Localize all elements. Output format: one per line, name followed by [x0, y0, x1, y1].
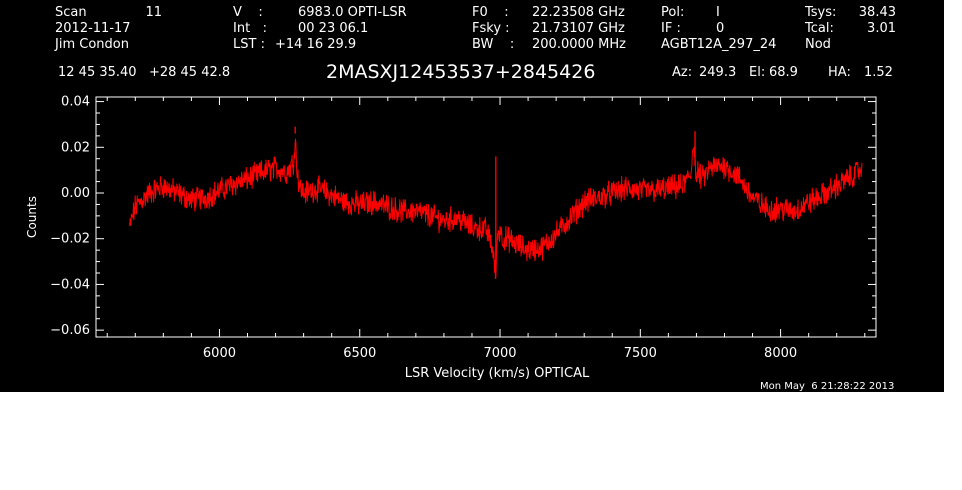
bw-value: 200.0000 MHz [532, 37, 626, 52]
x-axis-label: LSR Velocity (km/s) OPTICAL [405, 366, 590, 381]
y-tick-label: 0.04 [61, 95, 90, 110]
int-label: Int : [233, 21, 267, 36]
x-tick-label: 7000 [483, 346, 516, 361]
f0-value: 22.23508 GHz [532, 5, 625, 20]
spectrum-line [129, 138, 863, 279]
x-tick-label: 7500 [624, 346, 657, 361]
if-value: 0 [716, 21, 725, 36]
pol-value: I [716, 5, 720, 20]
ha-label: HA: [828, 65, 851, 80]
ha-value: 1.52 [864, 65, 893, 80]
scan-label: Scan [55, 5, 87, 20]
x-tick-label: 6500 [343, 346, 376, 361]
velocity-label: V : [233, 5, 263, 20]
y-tick-label: −0.04 [50, 277, 90, 292]
tsys-value: 38.43 [858, 5, 896, 20]
ra-dec: 12 45 35.40 +28 45 42.8 [58, 65, 231, 80]
plot-frame [95, 96, 877, 338]
lst-value: +14 16 29.9 [275, 37, 357, 52]
tsys-label: Tsys: [805, 5, 837, 20]
velocity-value: 6983.0 OPTI-LSR [298, 5, 407, 20]
project-id: AGBT12A_297_24 [661, 37, 777, 52]
spectrum-chart: 6000 6500 7000 7500 8000 0.04 0.02 0.00 −0.02 −0.… [25, 95, 877, 381]
y-tick-label: 0.00 [61, 186, 90, 201]
az-value: 249.3 [699, 65, 737, 80]
x-tick-label: 8000 [764, 346, 797, 361]
tcal-value: 3.01 [867, 21, 896, 36]
y-tick-label: −0.02 [50, 232, 90, 247]
x-tick-label: 6000 [203, 346, 236, 361]
fsky-label: Fsky : [472, 21, 510, 36]
int-value: 00 23 06.1 [298, 21, 369, 36]
axes-layer: 6000 6500 7000 7500 8000 0.04 0.02 0.00 −0.02 −0.… [50, 95, 876, 361]
az-label: Az: [672, 65, 693, 80]
tcal-label: Tcal: [805, 21, 834, 36]
obs-date: 2012-11-17 [55, 21, 131, 36]
f0-label: F0 : [472, 5, 509, 20]
source-name: 2MASXJ12453537+2845426 [326, 61, 596, 83]
y-tick-label: −0.06 [50, 323, 90, 338]
el-label: El: [749, 65, 766, 80]
timestamp: Mon May 6 21:28:22 2013 [760, 381, 895, 392]
pol-label: Pol: [661, 5, 685, 20]
y-axis-label: Counts [25, 196, 39, 238]
el-value: 68.9 [769, 65, 798, 80]
y-tick-label: 0.02 [61, 140, 90, 155]
fsky-value: 21.73107 GHz [532, 21, 625, 36]
observer-name: Jim Condon [55, 37, 129, 52]
lst-label: LST : [233, 37, 265, 52]
bw-label: BW : [472, 37, 515, 52]
spectrum-trace-layer [129, 126, 863, 279]
if-label: IF : [661, 21, 681, 36]
obs-mode: Nod [805, 37, 831, 52]
spectrum-panel: Scan 11 V : 6983.0 OPTI-LSR F0 : 22.2350… [0, 0, 944, 392]
scan-value: 11 [145, 5, 162, 20]
